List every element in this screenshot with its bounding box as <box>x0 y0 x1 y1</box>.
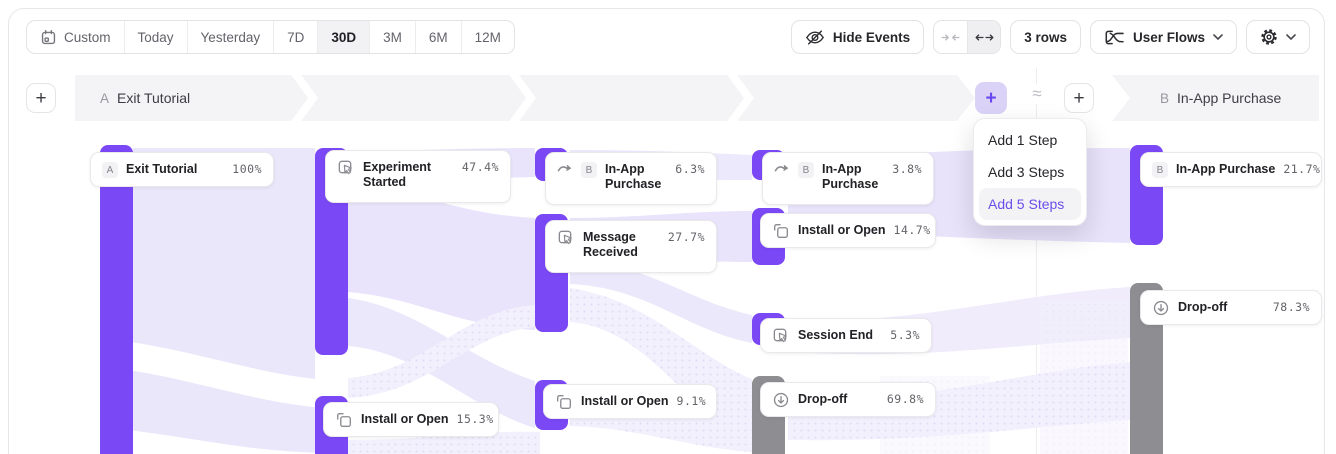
flow-node-message-received[interactable]: Message Received 27.7% <box>545 220 717 273</box>
date-range-7d[interactable]: 7D <box>274 21 319 53</box>
arrows-inward-icon <box>941 33 960 41</box>
chevron-down-icon <box>1213 34 1223 40</box>
date-range-yesterday[interactable]: Yesterday <box>188 21 275 53</box>
flow-node-install-or-open[interactable]: Install or Open 14.7% <box>760 213 936 248</box>
sankey-bar-exit-tutorial[interactable] <box>100 145 133 454</box>
date-range-custom[interactable]: Custom <box>27 21 125 53</box>
skip-step-arrow-icon <box>774 161 790 179</box>
step-letter-badge: B <box>798 162 814 178</box>
date-range-label: Custom <box>64 29 111 45</box>
custom-event-icon <box>337 159 355 182</box>
step-letter-badge: B <box>1152 162 1168 178</box>
flow-node-in-app-purchase[interactable]: B In-App Purchase 3.8% <box>762 152 934 205</box>
drop-off-icon <box>1152 299 1170 322</box>
menu-item-add-5-steps[interactable]: Add 5 Steps <box>979 188 1081 220</box>
toolbar: Custom Today Yesterday 7D 30D 3M 6M 12M … <box>26 20 1310 54</box>
expand-columns-button[interactable] <box>967 21 1001 53</box>
flow-step-band[interactable] <box>0 75 1336 121</box>
column-width-toggle <box>933 20 1002 54</box>
flow-node-in-app-purchase-b[interactable]: B In-App Purchase 21.7% <box>1140 152 1322 187</box>
eye-off-icon <box>805 29 825 46</box>
install-icon <box>335 411 353 434</box>
install-icon <box>772 222 790 245</box>
drop-off-icon <box>772 391 790 414</box>
menu-item-add-3-steps[interactable]: Add 3 Steps <box>988 164 1065 180</box>
date-range-3m[interactable]: 3M <box>370 21 416 53</box>
flow-node-install-or-open[interactable]: Install or Open 9.1% <box>543 384 717 419</box>
chevron-down-icon <box>1286 34 1296 40</box>
date-range-6m[interactable]: 6M <box>416 21 462 53</box>
add-flow-button[interactable]: + <box>26 83 56 113</box>
date-range-picker: Custom Today Yesterday 7D 30D 3M 6M 12M <box>26 20 515 54</box>
menu-item-add-1-step[interactable]: Add 1 Step <box>988 132 1058 148</box>
flow-node-in-app-purchase[interactable]: B In-App Purchase 6.3% <box>545 152 717 205</box>
collapse-columns-button[interactable] <box>934 21 968 53</box>
hide-events-label: Hide Events <box>832 29 911 45</box>
flow-node-drop-off-b[interactable]: Drop-off 78.3% <box>1140 290 1322 325</box>
install-icon <box>555 393 573 416</box>
flow-node-experiment-started[interactable]: Experiment Started 47.4% <box>325 150 511 203</box>
date-range-12m[interactable]: 12M <box>474 29 501 45</box>
flow-node-exit-tutorial[interactable]: A Exit Tutorial 100% <box>90 152 274 187</box>
add-steps-button-b[interactable]: + <box>1064 83 1094 113</box>
arrows-outward-icon <box>975 33 994 41</box>
flow-section-divider <box>1036 68 1037 454</box>
skip-step-arrow-icon <box>557 161 573 179</box>
flow-node-install-or-open[interactable]: Install or Open 15.3% <box>323 402 499 437</box>
user-flows-icon <box>1104 29 1125 46</box>
calendar-icon <box>40 29 57 46</box>
custom-event-icon <box>772 327 790 350</box>
view-type-label: User Flows <box>1132 29 1205 45</box>
step-letter-badge: A <box>102 162 118 178</box>
add-steps-button-active[interactable]: + <box>975 82 1007 114</box>
flow-node-session-end[interactable]: Session End 5.3% <box>760 318 932 353</box>
date-range-30d[interactable]: 30D <box>318 21 371 53</box>
custom-event-icon <box>557 229 575 252</box>
add-steps-menu: Add 1 Step Add 3 Steps Add 5 Steps <box>973 118 1087 226</box>
rows-label: 3 rows <box>1024 29 1067 45</box>
approx-symbol: ≈ <box>1022 84 1052 104</box>
step-letter-badge: B <box>581 162 597 178</box>
settings-button[interactable] <box>1246 20 1310 54</box>
hide-events-button[interactable]: Hide Events <box>790 20 925 54</box>
date-range-today[interactable]: Today <box>125 21 188 53</box>
gear-icon <box>1260 28 1278 46</box>
flow-node-drop-off[interactable]: Drop-off 69.8% <box>760 382 936 417</box>
view-type-button[interactable]: User Flows <box>1089 20 1237 54</box>
toolbar-right: Hide Events 3 rows <box>790 20 1310 54</box>
rows-button[interactable]: 3 rows <box>1010 20 1081 54</box>
